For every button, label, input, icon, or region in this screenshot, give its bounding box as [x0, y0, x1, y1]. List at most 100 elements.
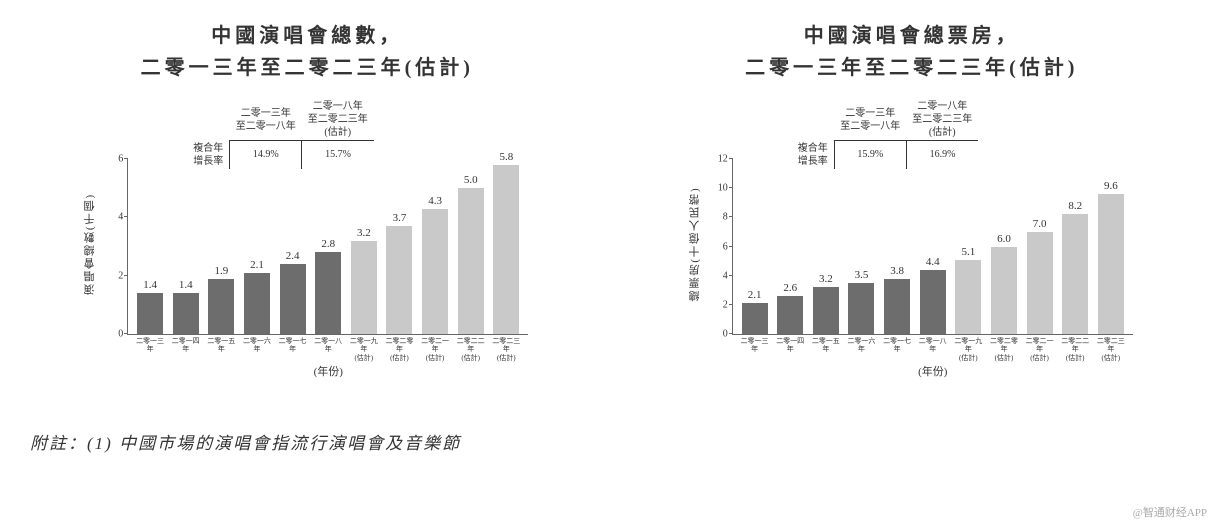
bar-wrap: 5.1: [953, 246, 983, 334]
chart-right-title-line1: 中國演唱會總票房，: [745, 20, 1078, 52]
xtick-label: 二零一七年: [882, 337, 912, 362]
xtick-label: 二零一四年: [775, 337, 805, 362]
bar-value-label: 3.5: [855, 269, 869, 281]
ytick-mark: [729, 304, 733, 305]
bar-wrap: 3.2: [811, 273, 841, 334]
bar: [315, 252, 341, 334]
bar-wrap: 5.0: [456, 174, 486, 334]
xtick-label: 二零一九年 (估計): [953, 337, 983, 362]
bar-wrap: 2.1: [740, 289, 770, 334]
bar: [1098, 194, 1124, 334]
xtick-label: 二零二一年 (估計): [1025, 337, 1055, 362]
xtick-label: 二零二二年 (估計): [456, 337, 486, 362]
chart-left-bars: 1.41.41.92.12.42.83.23.74.35.05.8: [128, 159, 528, 334]
ytick-mark: [729, 333, 733, 334]
ytick-label: 12: [708, 154, 728, 165]
bar-value-label: 9.6: [1104, 180, 1118, 192]
bar-value-label: 3.2: [357, 227, 371, 239]
bar: [991, 247, 1017, 335]
bar: [137, 293, 163, 334]
xtick-label: 二零一八年: [918, 337, 948, 362]
bar: [422, 209, 448, 334]
xtick-label: 二零二二年 (估計): [1060, 337, 1090, 362]
bar: [1062, 214, 1088, 334]
cagr-period2-header: 二零一八年 至二零二三年 (估計): [302, 99, 374, 141]
chart-right-ylabel: 總票房(十億人民幣): [687, 186, 703, 301]
ytick-mark: [124, 275, 128, 276]
xtick-label: 二零二三年 (估計): [491, 337, 521, 362]
bar: [458, 188, 484, 334]
bar-wrap: 3.7: [384, 212, 414, 334]
bar-wrap: 7.0: [1025, 218, 1055, 334]
bar-value-label: 8.2: [1068, 200, 1082, 212]
bar-value-label: 5.8: [499, 151, 513, 163]
bar-value-label: 1.4: [143, 279, 157, 291]
bar: [493, 165, 519, 334]
chart-right-xticks: 二零一三年二零一四年二零一五年二零一六年二零一七年二零一八年二零一九年 (估計)…: [733, 337, 1133, 362]
chart-left-xticks: 二零一三年二零一四年二零一五年二零一六年二零一七年二零一八年二零一九年 (估計)…: [128, 337, 528, 362]
bar-wrap: 9.6: [1096, 180, 1126, 334]
xtick-label: 二零一八年: [313, 337, 343, 362]
bar-wrap: 5.8: [491, 151, 521, 334]
xtick-label: 二零一三年: [135, 337, 165, 362]
bar: [955, 260, 981, 334]
ytick-mark: [124, 333, 128, 334]
chart-left-title-line2: 二零一三年至二零二三年(估計): [141, 52, 474, 84]
chart-right-title: 中國演唱會總票房， 二零一三年至二零二三年(估計): [745, 20, 1078, 84]
bar-value-label: 1.9: [214, 265, 228, 277]
chart-left-title-line1: 中國演唱會總數，: [141, 20, 474, 52]
bar-wrap: 3.8: [882, 265, 912, 334]
ytick-label: 8: [708, 212, 728, 223]
ytick-label: 0: [708, 329, 728, 340]
bar-value-label: 3.7: [393, 212, 407, 224]
ytick-label: 6: [708, 241, 728, 252]
bar-wrap: 2.4: [278, 250, 308, 334]
chart-left-title: 中國演唱會總數， 二零一三年至二零二三年(估計): [141, 20, 474, 84]
bar-wrap: 3.5: [846, 269, 876, 334]
chart-left-xlabel: (年份): [128, 363, 528, 379]
bar: [208, 279, 234, 334]
chart-right-plot: 2.12.63.23.53.84.45.16.07.08.29.6 二零一三年二…: [732, 159, 1133, 335]
ytick-mark: [729, 246, 733, 247]
bar-wrap: 8.2: [1060, 200, 1090, 334]
ytick-mark: [124, 158, 128, 159]
ytick-label: 10: [708, 183, 728, 194]
xtick-label: 二零二零年 (估計): [384, 337, 414, 362]
bar-value-label: 2.4: [286, 250, 300, 262]
bar-value-label: 7.0: [1033, 218, 1047, 230]
chart-left-plot: 1.41.41.92.12.42.83.23.74.35.05.8 二零一三年二…: [127, 159, 528, 335]
ytick-label: 2: [708, 299, 728, 310]
bar: [848, 283, 874, 334]
bar: [351, 241, 377, 334]
xtick-label: 二零一四年: [171, 337, 201, 362]
chart-right: 中國演唱會總票房， 二零一三年至二零二三年(估計) 二零一三年 至二零一八年 二…: [635, 20, 1190, 374]
bar-wrap: 2.6: [775, 282, 805, 334]
bar-value-label: 2.1: [748, 289, 762, 301]
bar-value-label: 2.6: [783, 282, 797, 294]
ytick-label: 6: [103, 154, 123, 165]
ytick-mark: [729, 275, 733, 276]
ytick-mark: [729, 216, 733, 217]
chart-right-title-line2: 二零一三年至二零二三年(估計): [745, 52, 1078, 84]
bar-value-label: 5.0: [464, 174, 478, 186]
cagr-period2-header: 二零一八年 至二零二三年 (估計): [906, 99, 978, 141]
bar: [173, 293, 199, 334]
bar: [742, 303, 768, 334]
ytick-mark: [729, 187, 733, 188]
bar-value-label: 3.2: [819, 273, 833, 285]
chart-left-ylabel: 演唱會總數(千個): [82, 193, 98, 295]
bar-wrap: 1.9: [206, 265, 236, 334]
ytick-mark: [729, 158, 733, 159]
bar-value-label: 4.3: [428, 195, 442, 207]
xtick-label: 二零一五年: [206, 337, 236, 362]
bar-wrap: 3.2: [349, 227, 379, 334]
bar-wrap: 2.8: [313, 238, 343, 334]
xtick-label: 二零一三年: [740, 337, 770, 362]
chart-right-area: 二零一三年 至二零一八年 二零一八年 至二零二三年 (估計) 複合年 增長率 1…: [672, 94, 1152, 374]
bar-wrap: 1.4: [135, 279, 165, 334]
bar: [777, 296, 803, 334]
bar: [813, 287, 839, 334]
bar: [884, 279, 910, 334]
cagr-period1-header: 二零一三年 至二零一八年: [834, 99, 906, 141]
ytick-label: 4: [103, 212, 123, 223]
